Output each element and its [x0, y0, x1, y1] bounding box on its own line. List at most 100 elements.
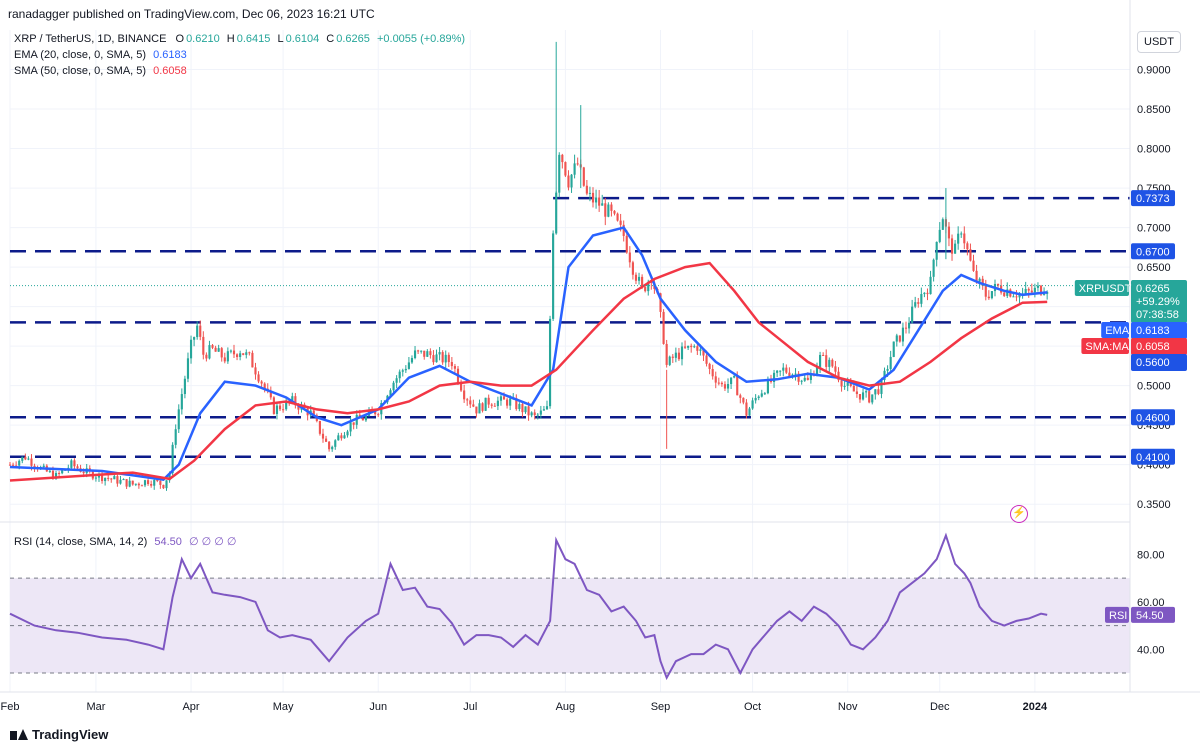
candle-body [751, 400, 754, 409]
candle-body [404, 368, 407, 371]
time-tick-label: Jun [369, 701, 387, 713]
candle-body [24, 456, 27, 460]
axis-value-badge [1131, 354, 1187, 371]
candle-body [260, 381, 263, 384]
candle-body [843, 385, 846, 387]
candle-body [137, 483, 140, 486]
candle-body [509, 398, 512, 406]
candle-body [831, 359, 834, 367]
currency-button[interactable]: USDT [1137, 31, 1181, 53]
candle-body [595, 197, 598, 203]
candle-body [825, 355, 828, 367]
candle-body [736, 376, 739, 396]
candle-body [242, 353, 245, 355]
candle-body [564, 162, 567, 176]
ema-legend-value: 0.6183 [153, 49, 187, 61]
candle-body [245, 352, 248, 355]
candle-body [803, 377, 806, 381]
sma-line [9, 261, 1048, 482]
price-axis-labels: 0.7373 0.6700 0.4600 0.4100 0.6265+59.29%07:… [1074, 190, 1187, 465]
candle-body [349, 422, 352, 432]
candle-body [938, 229, 941, 242]
axis-name-text: SMA:MA [1085, 341, 1129, 353]
candle-body [506, 399, 509, 406]
candle-body [622, 224, 625, 236]
candle-body [929, 276, 932, 295]
candle-body [202, 336, 205, 355]
candle-body [766, 379, 769, 394]
candle-body [119, 479, 122, 484]
candle-body [475, 406, 478, 414]
publish-credit: ranadagger published on TradingView.com,… [8, 7, 375, 21]
candle-body [116, 476, 119, 484]
axis-name-text: EMA [1105, 325, 1130, 337]
candle-body [159, 480, 162, 485]
candle-body [42, 465, 45, 468]
horizontal-levels [10, 196, 1130, 459]
time-tick-label: Jul [463, 701, 477, 713]
candle-body [748, 408, 751, 416]
candle-body [668, 356, 671, 365]
candle-body [530, 412, 533, 416]
candle-body [904, 327, 908, 329]
candle-body [254, 367, 257, 375]
candle-body [865, 391, 868, 393]
candle-body [275, 405, 279, 414]
lightning-icon[interactable]: ⚡ [1010, 505, 1028, 523]
candle-body [610, 204, 613, 211]
candle-body [150, 484, 153, 486]
candle-body [328, 441, 331, 450]
candle-body [435, 354, 438, 363]
candle-body [634, 274, 638, 281]
symbol-legend: XRP / TetherUS, 1D, BINANCE O 0.6210 H 0.6… [14, 33, 466, 45]
candle-body [199, 325, 202, 337]
candle-body [981, 278, 984, 286]
candle-body [54, 473, 58, 479]
candle-body [601, 203, 604, 206]
candle-body [677, 352, 681, 360]
candle-body [377, 414, 380, 416]
candle-body [417, 350, 420, 352]
candle-body [196, 325, 199, 338]
candle-body [140, 485, 144, 487]
candle-body [186, 358, 190, 379]
candle-body [361, 418, 364, 421]
candle-body [886, 368, 889, 371]
candle-body [852, 385, 855, 392]
candle-body [901, 327, 905, 342]
candle-body [742, 397, 745, 403]
candle-body [631, 262, 634, 275]
level-price-badge [1131, 190, 1175, 207]
candle-body [733, 376, 736, 378]
candle-body [972, 260, 975, 271]
candle-body [438, 352, 441, 355]
candle-body [840, 380, 843, 387]
level-price-badge [1131, 409, 1175, 426]
axis-value-badge [1131, 280, 1187, 323]
candle-body [165, 480, 168, 489]
candle-body [153, 479, 156, 486]
rsi-legend-extra: ∅ ∅ ∅ ∅ [188, 536, 237, 548]
candle-body [941, 219, 944, 230]
candle-body [705, 355, 708, 364]
axis-value-text: 0.6265 [1136, 283, 1170, 295]
candle-body [73, 460, 76, 467]
candle-body [889, 356, 892, 369]
candle-body [478, 403, 481, 414]
candle-body [935, 241, 938, 260]
candle-body [871, 394, 874, 403]
candle-body [880, 379, 883, 394]
candle-body [730, 377, 733, 385]
candle-body [558, 154, 561, 193]
price-tick-label: 0.8500 [1137, 104, 1171, 116]
rsi-tick-label: 80.00 [1137, 549, 1165, 561]
candle-body [533, 412, 536, 416]
candle-body [782, 367, 785, 371]
candle-body [806, 377, 809, 380]
candle-body [628, 252, 631, 263]
candle-body [932, 259, 935, 277]
candle-body [171, 444, 174, 474]
candle-body [877, 389, 880, 394]
candle-body [892, 341, 895, 357]
candle-body [285, 400, 288, 410]
